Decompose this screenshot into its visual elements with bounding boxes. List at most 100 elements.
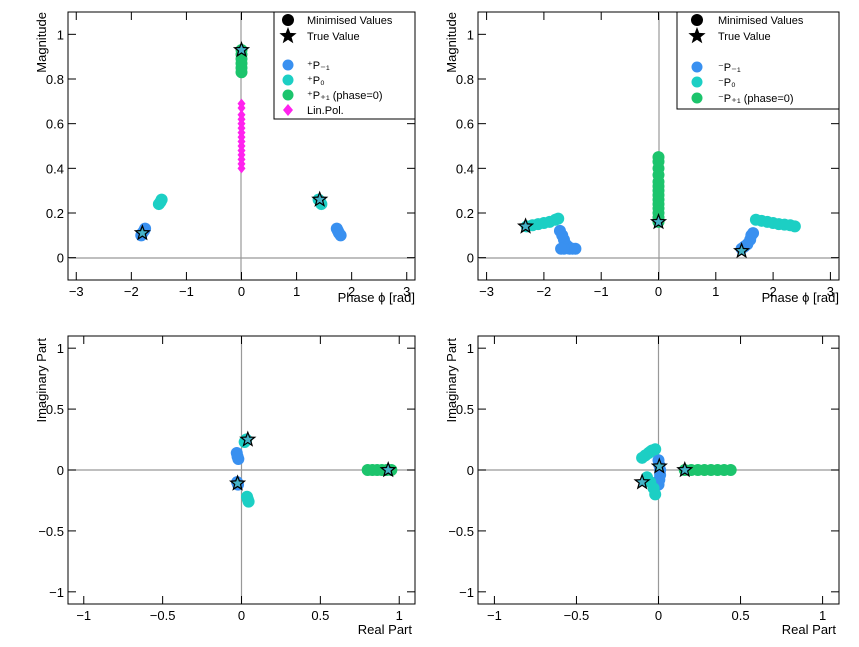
true-value-star <box>242 434 253 444</box>
x-tick-label: −1 <box>487 608 502 623</box>
x-tick-label: 0.5 <box>311 608 329 623</box>
legend-marker-minimised <box>691 14 703 26</box>
legend-label-p-plus1: ⁻P₊₁ (phase=0) <box>718 93 794 105</box>
x-tick-label: 0 <box>238 284 245 299</box>
data-point-zero <box>155 193 168 206</box>
tick-marks <box>478 336 839 604</box>
y-tick-label: 0.8 <box>46 72 64 87</box>
data-point-minus1 <box>569 242 582 255</box>
y-axis-label: Magnitude <box>444 12 459 73</box>
data-point-minus1 <box>555 242 568 255</box>
true-value-star <box>736 245 747 256</box>
tick-labels: −3 −2 −1 0 1 2 3 0 0.2 0.4 0.6 0.8 1 <box>46 27 410 299</box>
y-tick-label: 0 <box>57 463 64 478</box>
y-axis-label: Imaginary Part <box>34 338 49 423</box>
y-tick-label: 0 <box>467 251 474 266</box>
legend-marker-p-minus1 <box>691 61 703 73</box>
legend-label-p-zero: ⁺P₀ <box>307 75 325 87</box>
y-tick-label: 1 <box>57 27 64 42</box>
legend: Minimised Values True Value ⁻P₋₁ ⁻P₀ ⁻P₊… <box>676 11 840 110</box>
x-tick-label: 0.5 <box>732 608 750 623</box>
true-value-star <box>520 220 531 231</box>
y-tick-label: 1 <box>467 27 474 42</box>
x-tick-label: −1 <box>594 284 609 299</box>
data-point-minus1 <box>334 229 347 242</box>
tick-marks <box>68 336 415 604</box>
panel-bottom-left: −1 −0.5 0 0.5 1 −1 −0.5 0 0.5 1 Real Part Imagina… <box>34 335 416 637</box>
x-tick-label: 2 <box>769 284 776 299</box>
data-point-linpol <box>237 109 246 120</box>
y-tick-label: 1 <box>467 341 474 356</box>
x-tick-label: 1 <box>293 284 300 299</box>
y-tick-label: 0.6 <box>456 117 474 132</box>
y-axis-label: Imaginary Part <box>444 338 459 423</box>
legend-label-p-minus1: ⁺P₋₁ <box>307 60 330 72</box>
y-tick-label: 0.4 <box>46 161 64 176</box>
tick-labels: −1 −0.5 0 0.5 1 −1 −0.5 0 0.5 1 <box>448 341 826 623</box>
panel-bottom-right: −1 −0.5 0 0.5 1 −1 −0.5 0 0.5 1 Real Part Imagina… <box>444 335 840 637</box>
legend-label-true-value: True Value <box>307 31 360 43</box>
legend-marker-p-minus1 <box>282 59 294 71</box>
x-tick-label: 1 <box>712 284 719 299</box>
data-marks <box>229 430 398 508</box>
legend-marker-p-zero <box>691 76 703 88</box>
y-tick-label: 0 <box>467 463 474 478</box>
y-tick-label: 0.5 <box>456 402 474 417</box>
legend-marker-linpol <box>283 104 293 116</box>
y-tick-label: 0.2 <box>456 206 474 221</box>
legend-label-minimised: Minimised Values <box>307 15 393 27</box>
y-tick-label: 0.2 <box>46 206 64 221</box>
y-tick-label: 0.5 <box>46 402 64 417</box>
x-tick-label: −2 <box>536 284 551 299</box>
y-tick-label: −0.5 <box>38 524 64 539</box>
data-point-zero <box>649 443 662 456</box>
y-tick-label: −1 <box>49 585 64 600</box>
legend-marker-p-plus1 <box>691 92 703 104</box>
data-marks <box>517 151 801 259</box>
x-tick-label: −3 <box>479 284 494 299</box>
panel-top-right: −3 −2 −1 0 1 2 3 0 0.2 0.4 0.6 0.8 1 Phase ϕ [rad] M… <box>444 11 840 305</box>
data-point-plus1 <box>724 464 737 476</box>
x-axis-label: Real Part <box>782 622 837 637</box>
x-tick-label: 3 <box>827 284 834 299</box>
y-axis-label: Magnitude <box>34 12 49 73</box>
data-point-minus1 <box>232 453 245 466</box>
y-tick-label: 0 <box>57 251 64 266</box>
data-point-minus1 <box>747 227 760 240</box>
x-tick-label: 0 <box>238 608 245 623</box>
x-tick-label: −1 <box>76 608 91 623</box>
x-tick-label: 0 <box>655 608 662 623</box>
tick-labels: −3 −2 −1 0 1 2 3 0 0.2 0.4 0.6 0.8 1 <box>456 27 834 299</box>
x-tick-label: −0.5 <box>150 608 176 623</box>
true-value-star <box>236 44 247 55</box>
x-axis-label: Phase ϕ [rad] <box>762 290 839 305</box>
tick-labels: −1 −0.5 0 0.5 1 −1 −0.5 0 0.5 1 <box>38 341 403 623</box>
data-marks <box>633 443 737 501</box>
y-tick-label: 0.6 <box>46 117 64 132</box>
data-point-zero <box>552 212 565 225</box>
legend-marker-star <box>688 27 706 44</box>
legend-marker-p-zero <box>282 74 294 86</box>
y-tick-label: −1 <box>459 585 474 600</box>
legend-label-p-minus1: ⁻P₋₁ <box>718 62 741 74</box>
x-tick-label: 1 <box>819 608 826 623</box>
legend-box <box>273 11 416 120</box>
legend-label-minimised: Minimised Values <box>718 15 804 27</box>
true-value-star <box>314 194 325 204</box>
true-value-star <box>679 464 690 475</box>
true-value-star <box>383 464 394 475</box>
x-tick-label: 2 <box>348 284 355 299</box>
data-marks <box>133 41 347 242</box>
panel-top-left: −3 −2 −1 0 1 2 3 0 0.2 0.4 0.6 0.8 1 Phase ϕ [rad] M… <box>34 11 416 305</box>
x-tick-label: 3 <box>403 284 410 299</box>
x-axis-label: Real Part <box>358 622 413 637</box>
legend-box <box>676 11 840 110</box>
y-tick-label: 1 <box>57 341 64 356</box>
legend-label-true-value: True Value <box>718 31 771 43</box>
x-tick-label: −0.5 <box>564 608 590 623</box>
legend-marker-p-plus1 <box>282 89 294 101</box>
legend-label-p-plus1: ⁺P₊₁ (phase=0) <box>307 90 383 102</box>
x-axis-label: Phase ϕ [rad] <box>338 290 415 305</box>
true-value-star <box>636 476 648 487</box>
